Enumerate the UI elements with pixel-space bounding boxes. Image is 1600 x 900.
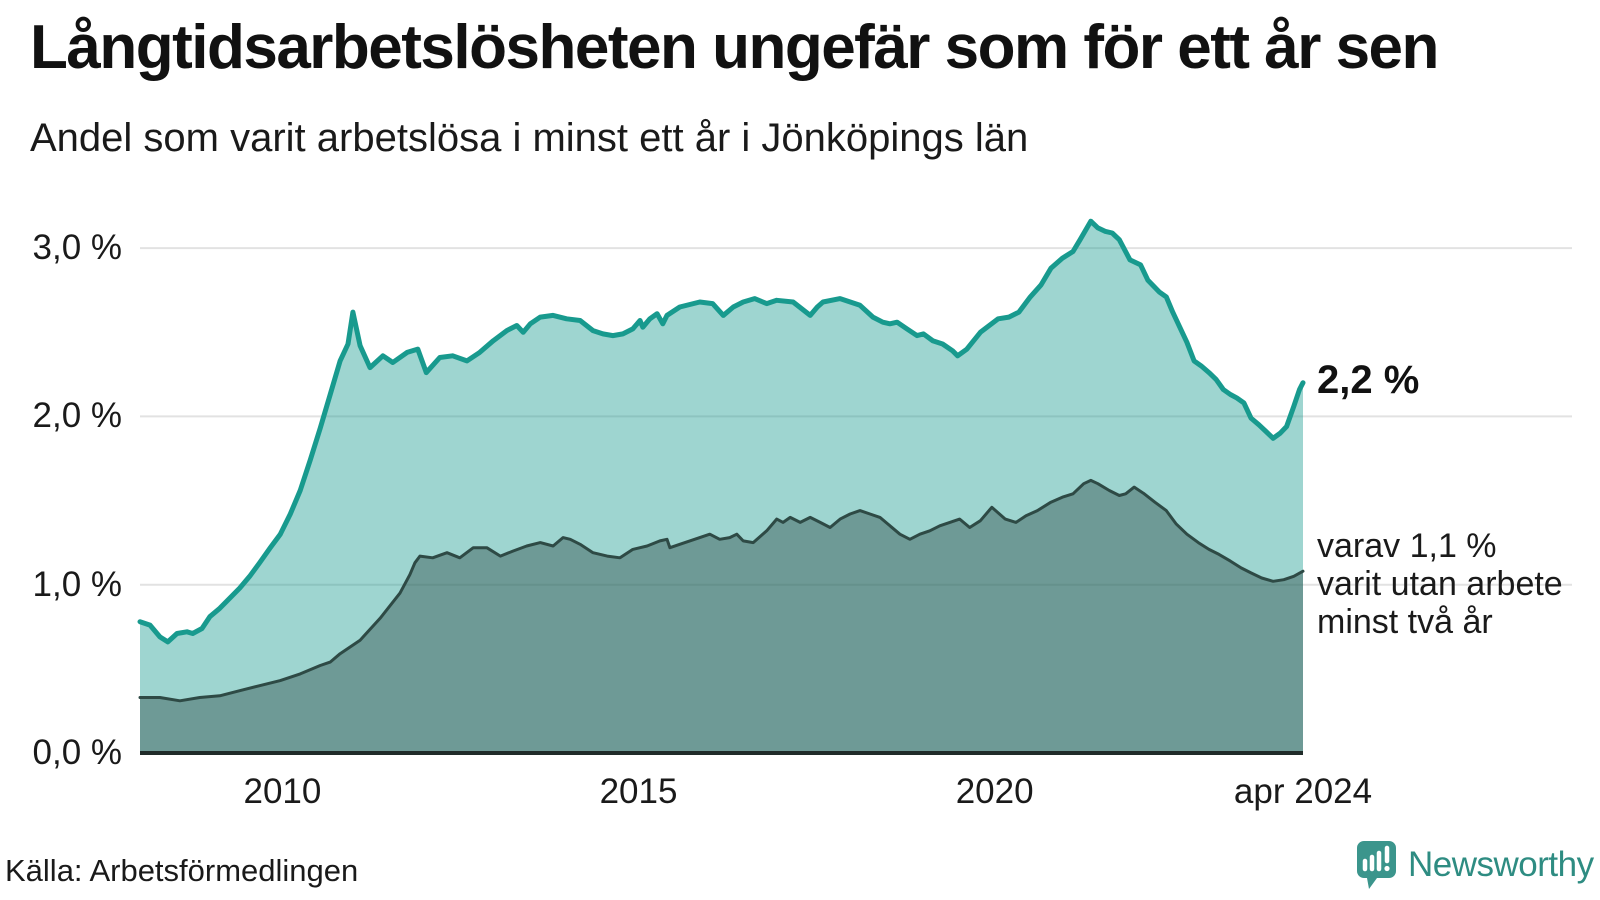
x-axis-tick-label: 2020 xyxy=(955,772,1034,811)
x-axis-tick-label: apr 2024 xyxy=(1233,772,1373,811)
series-end-value-label: 2,2 % xyxy=(1317,358,1420,402)
annotation-line: varit utan arbete xyxy=(1317,565,1563,603)
chart-subtitle: Andel som varit arbetslösa i minst ett å… xyxy=(30,116,1029,160)
annotation-line: varav 1,1 % xyxy=(1317,527,1497,565)
x-axis-tick-label: 2015 xyxy=(599,772,678,811)
chart-title: Långtidsarbetslösheten ungefär som för e… xyxy=(30,13,1439,82)
y-axis-tick-label: 3,0 % xyxy=(32,228,123,268)
secondary-series-annotation: varav 1,1 % varit utan arbete minst två … xyxy=(1317,527,1563,641)
newsworthy-logo-text: Newsworthy xyxy=(1408,845,1594,884)
y-axis-tick-label: 0,0 % xyxy=(32,733,123,772)
x-axis-tick-label: 2010 xyxy=(243,772,322,811)
source-attribution: Källa: Arbetsförmedlingen xyxy=(5,853,359,888)
annotation-line: minst två år xyxy=(1317,603,1493,641)
newsworthy-logo-icon xyxy=(1357,841,1396,889)
y-axis-tick-label: 1,0 % xyxy=(32,564,123,604)
newsworthy-logo: Newsworthy xyxy=(1356,840,1594,890)
y-axis-tick-label: 2,0 % xyxy=(32,396,123,436)
